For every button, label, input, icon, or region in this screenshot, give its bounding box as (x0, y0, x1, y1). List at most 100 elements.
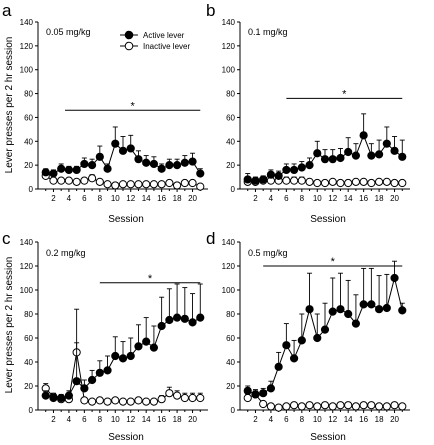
x-tick-label-c-18: 18 (173, 415, 182, 424)
y-tick-label-d-100: 100 (222, 286, 236, 295)
point-a-inactive-12 (126, 180, 135, 189)
point-c-active-8 (95, 368, 104, 377)
point-b-inactive-19 (382, 177, 391, 186)
point-c-inactive-10 (111, 396, 120, 405)
point-a-inactive-5 (72, 177, 81, 186)
x-tick-label-c-12: 12 (126, 415, 135, 424)
significance-star-a: * (131, 100, 136, 112)
x-tick-label-a-8: 8 (98, 194, 103, 203)
panel-d: 0 20 40 60 80 100 120 140 2 4 6 8 10 12 14 16 18 20 * (222, 238, 410, 424)
point-a-active-7 (87, 161, 97, 170)
point-d-inactive-15 (351, 402, 361, 411)
point-d-inactive-19 (382, 402, 391, 411)
point-c-inactive-7 (87, 397, 97, 406)
point-b-active-14 (344, 147, 353, 157)
point-d-inactive-14 (344, 401, 353, 410)
point-a-inactive-11 (118, 180, 128, 189)
point-c-inactive-19 (180, 393, 189, 403)
point-c-inactive-20 (188, 393, 197, 403)
x-tick-label-d-10: 10 (313, 415, 322, 424)
point-c-inactive-11 (118, 397, 128, 406)
point-a-inactive-16 (157, 180, 166, 189)
point-d-active-12 (328, 307, 337, 316)
point-c-inactive-15 (149, 397, 159, 406)
point-c-active-1 (41, 391, 50, 400)
y-tick-label-a-80: 80 (24, 90, 33, 99)
panel-c: 0 20 40 60 80 100 120 140 2 4 6 8 10 12 14 16 18 20 * (20, 238, 208, 424)
x-tick-label-a-4: 4 (67, 194, 72, 203)
dose-label-c: 0.2 mg/kg (46, 248, 86, 258)
point-b-inactive-17 (367, 178, 376, 188)
point-a-active-8 (95, 152, 104, 161)
x-tick-label-b-2: 2 (253, 194, 258, 203)
x-tick-label-d-14: 14 (344, 415, 353, 424)
y-axis-title-top: Lever presses per 2 hr session (4, 37, 15, 174)
point-d-active-15 (351, 319, 361, 328)
point-c-active-15 (149, 343, 159, 352)
point-d-active-4 (266, 384, 276, 393)
point-b-active-12 (328, 155, 337, 164)
point-a-inactive-4 (64, 176, 74, 185)
point-a-inactive-20 (188, 178, 197, 188)
point-c-inactive-18 (172, 391, 182, 400)
x-tick-label-c-10: 10 (111, 415, 120, 424)
point-a-active-11 (118, 146, 128, 155)
x-tick-label-b-18: 18 (375, 194, 384, 203)
point-d-active-9 (305, 305, 314, 314)
x-tick-label-c-2: 2 (51, 415, 56, 424)
point-d-active-17 (367, 300, 376, 309)
y-tick-label-a-40: 40 (24, 137, 33, 146)
point-b-active-13 (336, 153, 345, 163)
x-tick-label-c-16: 16 (157, 415, 166, 424)
point-c-active-21 (196, 313, 205, 322)
point-b-inactive-21 (398, 178, 407, 188)
point-d-active-16 (359, 300, 368, 309)
y-tick-label-a-120: 120 (20, 42, 34, 51)
y-tick-label-b-60: 60 (226, 113, 235, 122)
point-a-inactive-18 (172, 181, 182, 190)
point-a-active-21 (196, 169, 205, 178)
point-a-inactive-2 (49, 176, 58, 185)
y-tick-label-d-0: 0 (231, 406, 236, 415)
dose-label-a: 0.05 mg/kg (46, 27, 91, 37)
point-d-inactive-3 (259, 399, 268, 409)
x-axis-title-b: Session (310, 214, 346, 225)
x-tick-label-a-10: 10 (111, 194, 120, 203)
x-tick-label-a-2: 2 (51, 194, 56, 203)
point-c-active-2 (49, 393, 58, 403)
x-tick-label-d-6: 6 (284, 415, 289, 424)
y-tick-label-d-40: 40 (226, 358, 235, 367)
point-a-inactive-15 (149, 180, 159, 189)
point-a-active-17 (165, 161, 174, 170)
x-tick-label-d-8: 8 (300, 415, 305, 424)
significance-star-c: * (148, 273, 153, 285)
x-tick-label-c-14: 14 (142, 415, 151, 424)
point-b-inactive-7 (289, 176, 299, 185)
y-tick-label-c-80: 80 (24, 310, 33, 319)
point-c-inactive-17 (165, 389, 174, 398)
point-d-active-20 (390, 273, 399, 283)
legend: Active lever Inactive lever (120, 30, 190, 51)
x-axis-title-a: Session (108, 214, 144, 225)
x-tick-label-b-12: 12 (328, 194, 337, 203)
point-d-active-2 (251, 390, 260, 399)
point-b-active-7 (289, 165, 299, 175)
x-tick-label-b-6: 6 (284, 194, 289, 203)
point-a-active-10 (111, 139, 120, 148)
legend-inactive-marker (124, 41, 134, 51)
y-tick-label-b-100: 100 (222, 66, 236, 75)
point-b-inactive-14 (344, 178, 353, 188)
point-a-inactive-9 (103, 180, 112, 189)
point-a-inactive-6 (80, 176, 89, 185)
y-tick-label-d-60: 60 (226, 334, 235, 343)
y-tick-label-c-120: 120 (20, 262, 34, 271)
point-a-active-4 (64, 165, 74, 175)
point-a-inactive-14 (142, 180, 151, 189)
y-tick-label-c-0: 0 (29, 406, 34, 415)
point-b-active-19 (382, 139, 391, 148)
point-c-inactive-21 (196, 393, 205, 403)
point-a-active-3 (57, 164, 66, 173)
point-d-inactive-18 (374, 402, 384, 411)
point-d-active-5 (274, 362, 283, 371)
point-b-active-10 (313, 149, 322, 158)
